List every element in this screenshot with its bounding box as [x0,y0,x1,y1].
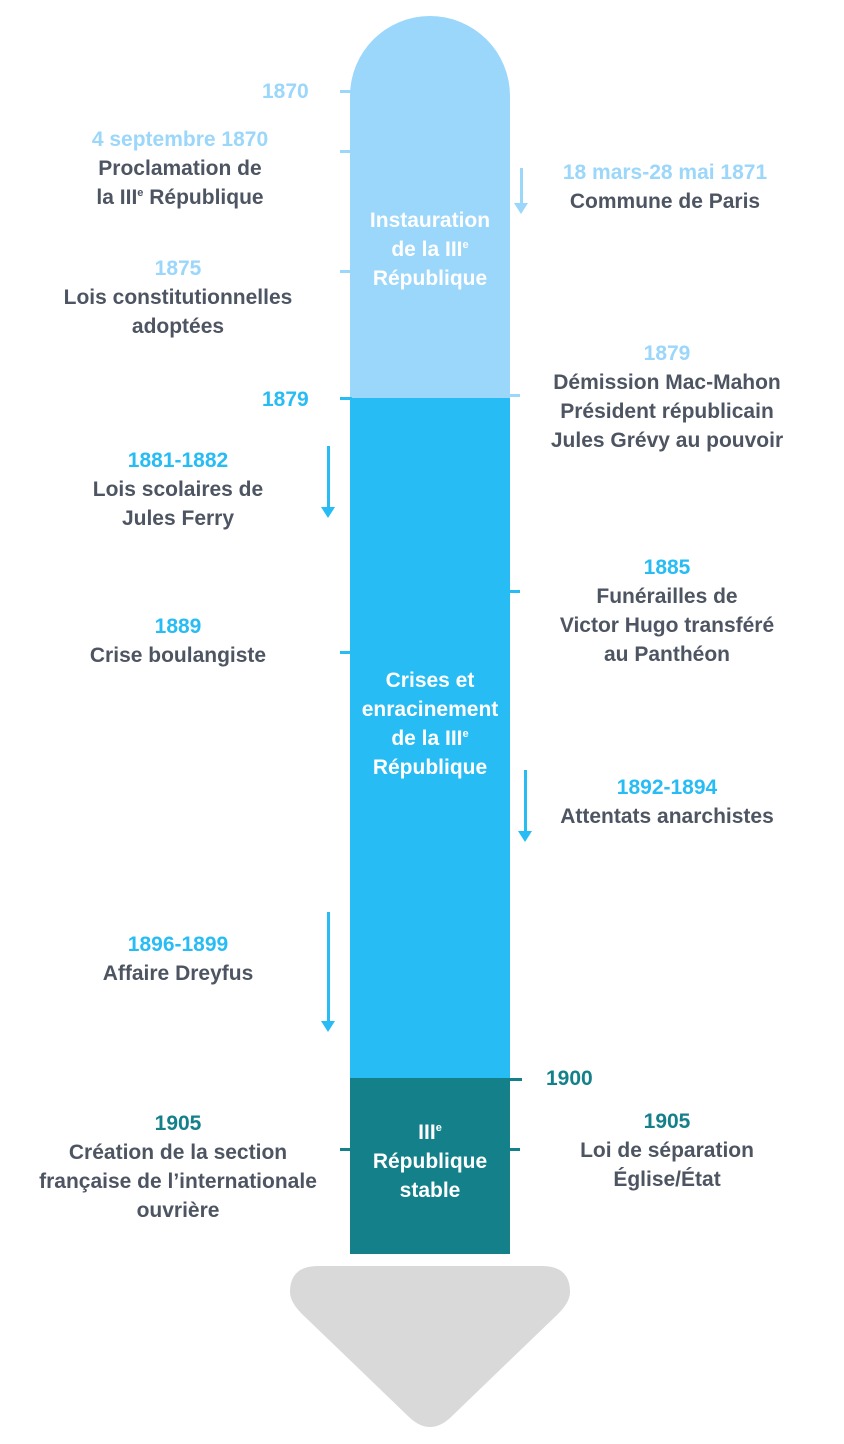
tick-1870 [340,90,352,93]
event-hugo: 1885 Funérailles de Victor Hugo transfér… [532,553,802,669]
segment-instauration-label: Instauration de la IIIe République [369,209,491,290]
tick-1885 [508,590,520,593]
segment-instauration: Instauration de la IIIe République [350,16,510,398]
event-ferry: 1881-1882 Lois scolaires de Jules Ferry [48,446,308,533]
event-sfio: 1905 Création de la section française de… [18,1109,338,1225]
event-date: 4 septembre 1870 [91,128,269,151]
event-date: 1905 [154,1112,202,1135]
event-text: Démission Mac-Mahon [553,371,781,394]
event-laicite: 1905 Loi de séparation Église/État [532,1107,802,1194]
event-date: 1885 [643,556,691,579]
event-text: au Panthéon [603,643,730,666]
event-date: 1889 [154,615,202,638]
tick-1905-right [508,1148,520,1151]
event-text: adoptées [131,315,225,338]
tick-1900 [508,1078,522,1081]
event-date: 1892-1894 [616,776,718,799]
event-commune: 18 mars-28 mai 1871 Commune de Paris [530,158,800,216]
event-text: Jules Ferry [121,507,235,530]
segment-stable: IIIe République stable [350,1078,510,1254]
event-lois1875: 1875 Lois constitutionnelles adoptées [28,254,328,341]
segment-crises-label: Crises et enracinement de la IIIe Républ… [361,669,499,779]
event-text: française de l’internationale [39,1170,317,1193]
axis-year-1900: 1900 [546,1067,593,1090]
event-text: Lois scolaires de [92,478,264,501]
tick-sept1870 [340,150,352,153]
event-text: Funérailles de [596,585,738,608]
event-text: la IIIe République [96,186,264,209]
tick-1889 [340,651,352,654]
event-mac1879: 1879 Démission Mac-Mahon Président répub… [522,339,812,455]
event-text: ouvrière [136,1199,220,1222]
event-text: Loi de séparation [580,1139,754,1162]
event-anarchistes: 1892-1894 Attentats anarchistes [532,773,802,831]
event-boulanger: 1889 Crise boulangiste [48,612,308,670]
event-date: 1875 [154,257,202,280]
arrow-anarchistes [518,770,532,842]
tick-1879 [340,397,352,400]
tick-1875 [340,270,352,273]
event-text: Affaire Dreyfus [102,962,254,985]
event-text: Crise boulangiste [89,644,267,667]
axis-year-1879: 1879 [262,388,309,411]
event-date: 18 mars-28 mai 1871 [562,161,768,184]
segment-stable-label: IIIe République stable [372,1121,488,1202]
event-dreyfus: 1896-1899 Affaire Dreyfus [48,930,308,988]
event-date: 1896-1899 [127,933,229,956]
tick-1905-left [340,1148,352,1151]
event-sept1870: 4 septembre 1870 Proclamation de la IIIe… [40,125,320,212]
event-date: 1905 [643,1110,691,1133]
axis-year-1870: 1870 [262,80,309,103]
event-text: Création de la section [68,1141,288,1164]
arrow-dreyfus [321,912,335,1032]
event-text: Président républicain [560,400,774,423]
event-date: 1881-1882 [127,449,229,472]
event-text: Lois constitutionnelles [63,286,293,309]
arrow-ferry [321,446,335,518]
event-text: Attentats anarchistes [560,805,774,828]
event-text: Victor Hugo transféré [559,614,775,637]
event-date: 1879 [643,342,691,365]
event-text: Église/État [613,1168,721,1191]
segment-crises: Crises et enracinement de la IIIe Républ… [350,398,510,1078]
event-text: Jules Grévy au pouvoir [550,429,784,452]
tick-1879-right [508,394,520,397]
event-text: Proclamation de [98,157,262,180]
arrow-commune [514,168,528,214]
event-text: Commune de Paris [569,190,761,213]
